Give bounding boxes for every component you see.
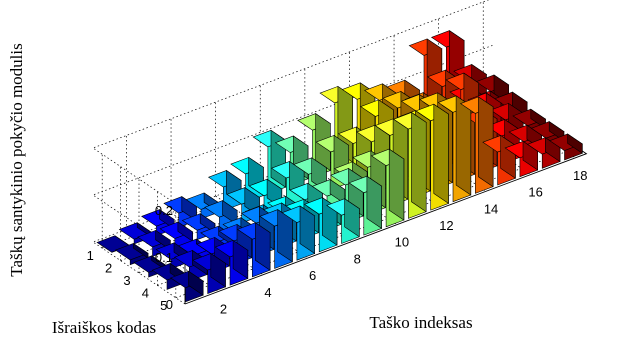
bar-side — [329, 179, 346, 205]
bar-side — [277, 209, 293, 263]
bar-side — [455, 95, 472, 196]
bar-side — [567, 133, 583, 154]
bar-side — [411, 111, 427, 213]
bar-3d — [114, 242, 149, 266]
x-tick-label: 18 — [573, 168, 587, 183]
bar-3d — [526, 137, 561, 169]
bar-side — [133, 242, 149, 259]
bar-side — [366, 175, 382, 229]
x-tick-label: 4 — [264, 285, 271, 300]
bar-3d — [281, 205, 316, 261]
y-tick-label: 4 — [142, 285, 149, 300]
y-tick-label: 1 — [87, 248, 94, 263]
z-axis-label: Taškų santykinio pokyčio modulis — [7, 43, 26, 277]
z-tick-label: 0.2 — [155, 203, 173, 218]
x-tick-label: 10 — [395, 235, 409, 250]
z-tick-label: 0 — [166, 297, 173, 312]
bar-side — [548, 121, 565, 142]
bar-3d — [415, 103, 450, 211]
y-tick-label: 3 — [123, 273, 130, 288]
bar-side — [222, 200, 238, 226]
bar-side — [177, 221, 193, 242]
bar-side — [255, 222, 271, 271]
x-tick-label: 8 — [354, 251, 361, 266]
grid-line — [92, 0, 490, 211]
bar-side — [188, 270, 204, 296]
bar-3d — [214, 239, 249, 286]
bar-3d — [437, 95, 472, 203]
bar-side — [114, 235, 130, 246]
chart-bars — [96, 30, 583, 303]
x-axis-label: Taško indeksas — [369, 313, 472, 332]
x-tick-label: 2 — [220, 301, 227, 316]
bar-side — [181, 196, 197, 222]
bar-3d — [370, 148, 405, 228]
bar-side — [199, 213, 216, 234]
bar-3d — [303, 197, 338, 253]
z-tick-label: 0.1 — [155, 250, 173, 265]
y-tick-label: 5 — [160, 298, 167, 313]
bar-3d — [348, 175, 383, 236]
bar-side — [299, 205, 316, 255]
bar-side — [388, 148, 405, 221]
y-axis-label: Išraiškos kodas — [52, 318, 156, 337]
bar-3d — [504, 140, 539, 178]
bar-3d — [549, 133, 583, 161]
x-tick-label: 16 — [528, 185, 542, 200]
x-tick-label: 14 — [484, 201, 498, 216]
bar-side — [433, 103, 449, 204]
bar-3d — [192, 252, 227, 295]
bar-3d — [393, 111, 427, 219]
x-tick-label: 6 — [309, 268, 316, 283]
x-tick-label: 12 — [439, 218, 453, 233]
bar-side — [155, 229, 171, 251]
bar-side — [270, 129, 287, 188]
bar-3d — [170, 270, 204, 303]
bar-side — [544, 137, 561, 163]
bar-3d — [259, 209, 294, 269]
bar-side — [344, 198, 360, 238]
bar-3d — [326, 198, 360, 244]
y-tick-label: 2 — [105, 261, 112, 276]
bar-3d — [236, 222, 271, 278]
bar-side — [530, 108, 546, 130]
bar-side — [159, 209, 175, 230]
bar-side — [232, 239, 249, 280]
bar-side — [210, 252, 226, 288]
bar-side — [522, 140, 539, 171]
